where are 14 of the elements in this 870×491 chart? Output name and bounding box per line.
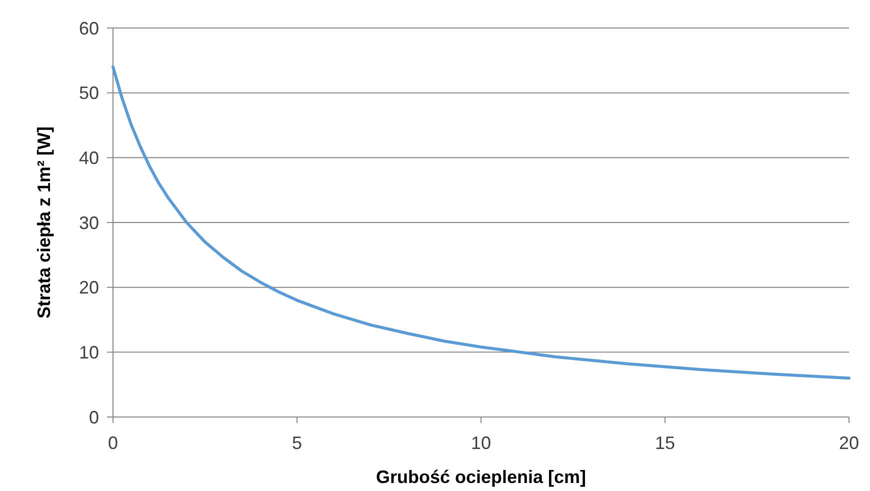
y-axis-title: Strata ciepła z 1m² [W]	[34, 126, 54, 319]
x-tick-label: 5	[292, 433, 302, 453]
x-tick-label: 10	[470, 433, 492, 453]
y-tick-label: 10	[78, 342, 99, 362]
y-tick-label: 40	[78, 148, 99, 168]
y-tick-label: 20	[78, 278, 99, 298]
x-tick-label: 0	[108, 433, 118, 453]
y-tick-label: 30	[78, 212, 99, 233]
y-tick-label: 0	[88, 407, 99, 428]
x-axis-title: Grubość ocieplenia [cm]	[376, 467, 586, 487]
x-tick-label: 15	[654, 433, 676, 453]
y-tick-label: 60	[78, 18, 99, 38]
x-tick-label: 20	[838, 433, 860, 453]
y-tick-label: 50	[78, 83, 99, 104]
